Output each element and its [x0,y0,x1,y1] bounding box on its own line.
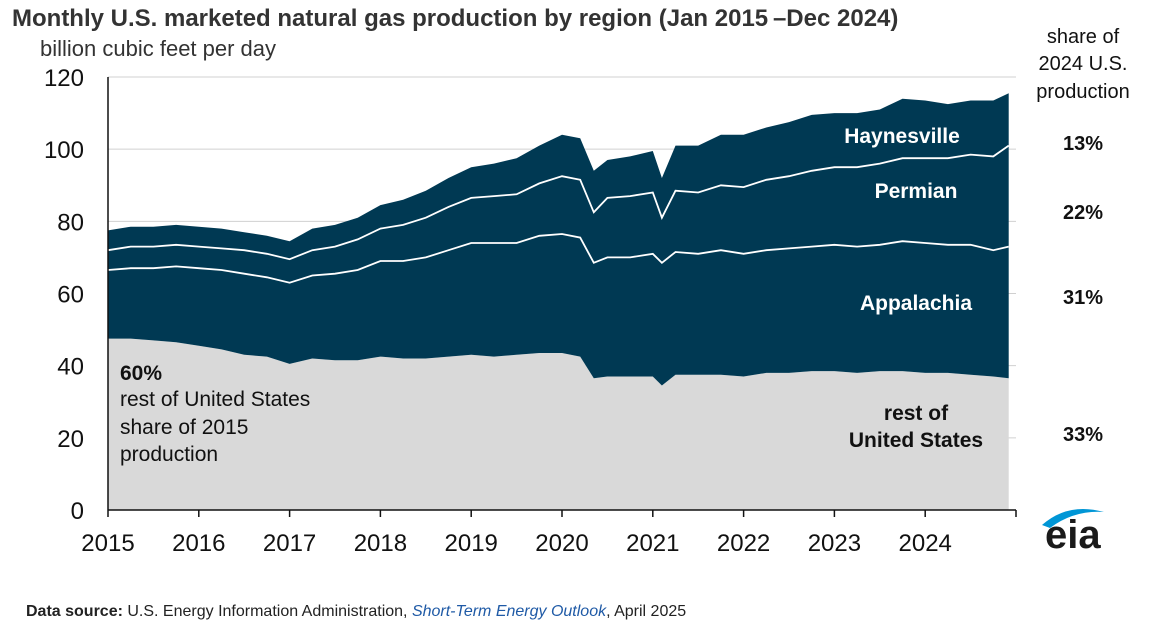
x-tick-2022: 2022 [717,530,770,557]
x-tick-2020: 2020 [535,530,588,557]
share-header-line2: 2024 U.S. [1039,53,1128,75]
label-rest-of: rest of [884,402,949,425]
data-source-text: U.S. Energy Information Administration, [122,603,412,620]
label-haynesville: Haynesville [844,125,960,148]
label-united-states: United States [849,429,983,452]
x-tick-2018: 2018 [354,530,407,557]
share-haynesville: 13% [1063,133,1103,155]
data-source-label: Data source: [26,603,123,620]
y-tick-40: 40 [57,354,84,381]
x-tick-2017: 2017 [263,530,316,557]
y-tick-100: 100 [44,137,84,164]
area-haynesville [108,93,1009,260]
x-tick-2019: 2019 [445,530,498,557]
boundary-appalachia [107,233,1009,284]
eia-logo-text: eia [1045,513,1101,557]
share-appalachia: 31% [1063,287,1103,309]
x-tick-2021: 2021 [626,530,679,557]
label-permian: Permian [875,180,958,203]
y-tick-0: 0 [71,498,84,525]
chart-title: Monthly U.S. marketed natural gas produc… [12,5,898,32]
eia-logo: eia [1042,508,1104,557]
x-tick-2023: 2023 [808,530,861,557]
y-tick-60: 60 [57,282,84,309]
x-axis-ticks: 2015 2016 2017 2018 2019 2020 2021 2022 2023 2024 [81,510,1017,557]
y-tick-120: 120 [44,65,84,92]
data-source-publication[interactable]: Short-Term Energy Outlook [411,603,607,620]
area-appalachia [108,234,1009,386]
y-tick-20: 20 [57,426,84,453]
share-header-line1: share of [1047,26,1120,48]
x-tick-2024: 2024 [899,530,952,557]
eia-logo-swoosh [1042,508,1104,528]
note-value: 60% [120,362,162,385]
note-line3: production [120,443,218,466]
data-source: Data source: U.S. Energy Information Adm… [26,603,686,621]
series-boundary-lines [107,77,1016,511]
note-line2: share of 2015 [120,416,248,439]
y-axis-ticks: 0 20 40 60 80 100 120 [44,65,84,525]
boundary-permian [107,144,1010,261]
x-tick-2016: 2016 [172,530,225,557]
share-header-line3: production [1036,81,1129,103]
note-line1: rest of United States [120,388,310,411]
data-source-date: , April 2025 [606,603,687,620]
share-rest-of-us: 33% [1063,424,1103,446]
y-tick-80: 80 [57,209,84,236]
x-tick-2015: 2015 [81,530,134,557]
area-rest-of-united-states [108,338,1009,510]
label-appalachia: Appalachia [860,292,972,315]
chart-subtitle: billion cubic feet per day [40,36,276,61]
share-permian: 22% [1063,202,1103,224]
